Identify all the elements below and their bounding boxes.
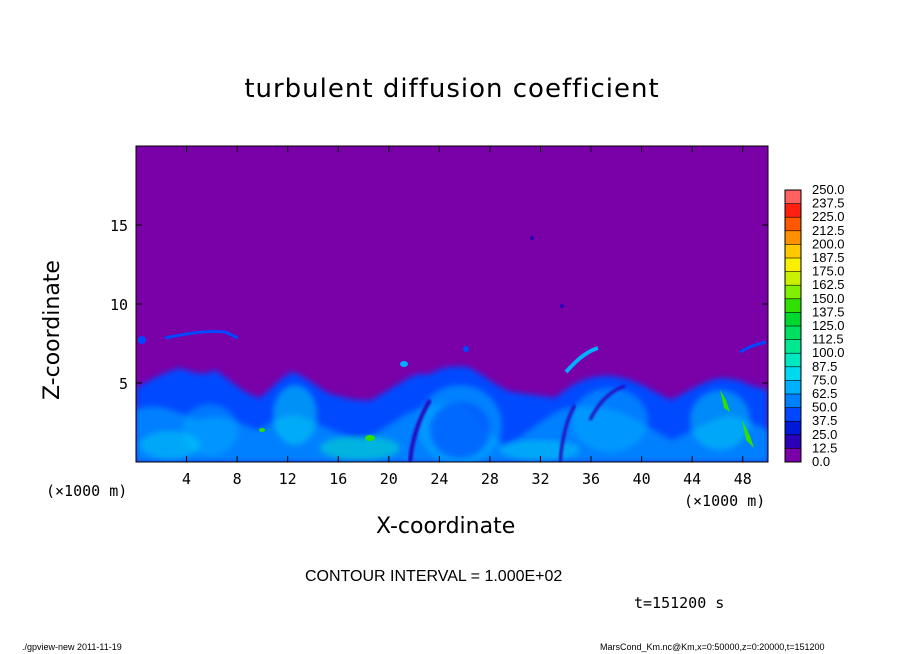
colorbar-label: 112.5 <box>812 332 844 347</box>
colorbar-label: 12.5 <box>812 440 837 455</box>
y-axis-label: Z-coordinate <box>40 260 65 400</box>
colorbar-swatch <box>785 285 801 299</box>
colorbar-swatch <box>785 339 801 354</box>
colorbar-label: 250.0 <box>812 182 845 197</box>
y-tick-label: 10 <box>110 296 128 314</box>
colorbar-swatch <box>785 190 801 204</box>
colorbar-swatch <box>785 298 801 313</box>
colorbar-label: 75.0 <box>812 372 837 387</box>
x-axis-unit: (×1000 m) <box>684 492 766 510</box>
x-tick-label: 32 <box>531 470 549 488</box>
footer-program-info: ./gpview-new 2011-11-19 <box>22 642 122 652</box>
colorbar-swatch <box>785 380 801 394</box>
colorbar-swatch <box>785 230 801 245</box>
colorbar-swatch <box>785 203 801 218</box>
colorbar-label: 87.5 <box>812 359 837 374</box>
colorbar-label: 125.0 <box>812 318 845 333</box>
colorbar-swatch <box>785 258 801 272</box>
x-tick-label: 28 <box>481 470 499 488</box>
y-axis: 5 10 15 <box>110 217 768 393</box>
colorbar-label: 0.0 <box>812 454 830 469</box>
colorbar: 0.012.525.037.550.062.575.087.5100.0112.… <box>784 182 845 469</box>
time-label: t=151200 s <box>634 594 725 612</box>
colorbar-label: 25.0 <box>812 427 837 442</box>
colorbar-swatch <box>785 326 801 340</box>
colorbar-swatch <box>785 353 801 367</box>
colorbar-label: 225.0 <box>812 209 845 224</box>
turbulent-layer <box>136 236 768 462</box>
colorbar-swatch <box>785 244 801 258</box>
colorbar-swatch <box>785 421 801 435</box>
x-axis: 4 8 12 16 20 24 28 32 36 40 44 48 <box>182 146 752 488</box>
colorbar-swatch <box>785 394 801 408</box>
colorbar-swatch <box>785 217 801 231</box>
colorbar-label: 237.5 <box>812 196 845 211</box>
colorbar-swatch <box>785 312 801 326</box>
colorbar-swatch <box>785 434 801 449</box>
colorbar-label: 37.5 <box>812 413 837 428</box>
colorbar-label: 137.5 <box>812 304 845 319</box>
colorbar-label: 150.0 <box>812 291 845 306</box>
y-axis-unit: (×1000 m) <box>46 482 128 500</box>
colorbar-label: 162.5 <box>812 277 845 292</box>
x-tick-label: 40 <box>633 470 651 488</box>
chart-title: turbulent diffusion coefficient <box>244 74 660 104</box>
contour-interval-text: CONTOUR INTERVAL = 1.000E+02 <box>305 568 563 585</box>
x-tick-label: 12 <box>279 470 297 488</box>
colorbar-label: 100.0 <box>812 345 845 360</box>
colorbar-label: 187.5 <box>812 250 845 265</box>
footer-file-info: MarsCond_Km.nc@Km,x=0:50000,z=0:20000,t=… <box>600 642 825 652</box>
x-tick-label: 4 <box>182 470 191 488</box>
colorbar-swatch <box>785 448 801 462</box>
colorbar-label: 50.0 <box>812 400 837 415</box>
colorbar-label: 212.5 <box>812 223 845 238</box>
colorbar-swatch <box>785 366 801 381</box>
x-tick-label: 36 <box>582 470 600 488</box>
y-tick-label: 15 <box>110 217 128 235</box>
x-axis-label: X-coordinate <box>376 514 516 539</box>
y-tick-label: 5 <box>119 375 128 393</box>
colorbar-swatch <box>785 271 801 286</box>
x-tick-label: 8 <box>233 470 242 488</box>
colorbar-swatch <box>785 407 801 422</box>
x-tick-label: 44 <box>683 470 701 488</box>
x-tick-label: 16 <box>329 470 347 488</box>
x-tick-label: 24 <box>430 470 448 488</box>
colorbar-label: 62.5 <box>812 386 837 401</box>
colorbar-label: 200.0 <box>812 236 845 251</box>
colorbar-label: 175.0 <box>812 264 845 279</box>
x-tick-label: 20 <box>380 470 398 488</box>
x-tick-label: 48 <box>734 470 752 488</box>
